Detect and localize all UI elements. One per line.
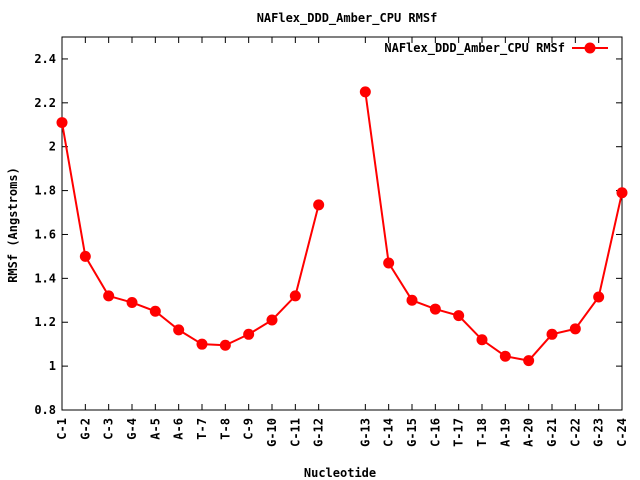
x-tick-label: G-21 (545, 418, 559, 447)
data-point (196, 338, 208, 350)
y-tick-label: 2.2 (34, 96, 56, 110)
legend-marker (584, 42, 596, 54)
x-tick-label: G-15 (405, 418, 419, 447)
x-axis-label: Nucleotide (304, 466, 376, 480)
data-point (126, 296, 138, 308)
data-point (289, 290, 301, 302)
data-point (616, 187, 628, 199)
data-point (499, 350, 511, 362)
x-tick-label: A-19 (498, 418, 512, 447)
y-ticks: 0.8 1 1.2 1.4 1.6 1.8 2 2.2 2.4 (34, 52, 622, 417)
y-tick-label: 0.8 (34, 403, 56, 417)
x-tick-label: C-9 (242, 418, 256, 440)
data-point (593, 291, 605, 303)
x-tick-label: A-6 (172, 418, 186, 440)
y-tick-label: 1.2 (34, 315, 56, 329)
x-tick-label: C-24 (615, 418, 629, 447)
data-point (453, 310, 465, 322)
data-point (569, 323, 581, 335)
y-tick-label: 2 (49, 140, 56, 154)
legend-label: NAFlex_DDD_Amber_CPU RMSf (384, 41, 565, 56)
x-tick-label: G-4 (125, 418, 139, 440)
y-tick-label: 1.4 (34, 271, 56, 285)
data-point (476, 334, 488, 346)
data-point (56, 117, 68, 129)
data-point (546, 328, 558, 340)
data-point (313, 199, 325, 211)
y-tick-label: 1.8 (34, 184, 56, 198)
x-tick-label: A-5 (148, 418, 162, 440)
x-tick-label: C-16 (428, 418, 442, 447)
x-tick-label: G-13 (358, 418, 372, 447)
series-group (56, 86, 628, 367)
x-tick-label: G-2 (78, 418, 92, 440)
y-tick-label: 2.4 (34, 52, 56, 66)
data-point (523, 355, 535, 367)
x-tick-label: C-11 (288, 418, 302, 447)
data-point (359, 86, 371, 98)
plot-frame (61, 36, 623, 411)
x-tick-label: T-18 (475, 418, 489, 447)
x-tick-label: C-3 (102, 418, 116, 440)
data-point (219, 339, 231, 351)
series-line (61, 122, 320, 347)
x-tick-label: G-23 (592, 418, 606, 447)
y-tick-label: 1.6 (34, 227, 56, 241)
series-line (364, 91, 623, 362)
x-tick-label: G-10 (265, 418, 279, 447)
x-tick-label: T-17 (452, 418, 466, 447)
chart-title: NAFlex_DDD_Amber_CPU RMSf (257, 11, 438, 26)
data-point (149, 305, 161, 317)
x-ticks: C-1 G-2 C-3 G-4 A-5 A-6 T-7 T-8 C-9 G-10 C-11 G-12 G… (55, 37, 629, 447)
data-point (429, 303, 441, 315)
x-tick-label: G-12 (312, 418, 326, 447)
x-tick-label: C-1 (55, 418, 69, 440)
x-tick-label: C-22 (568, 418, 582, 447)
data-point (266, 314, 278, 326)
y-axis-label: RMSf (Angstroms) (6, 167, 20, 283)
x-tick-label: C-14 (382, 418, 396, 447)
x-tick-label: T-7 (195, 418, 209, 440)
data-point (383, 257, 395, 269)
data-point (173, 324, 185, 336)
x-tick-label: T-8 (218, 418, 232, 440)
data-point (243, 328, 255, 340)
y-tick-label: 1 (49, 359, 56, 373)
x-tick-label: A-20 (522, 418, 536, 447)
data-point (103, 290, 115, 302)
legend: NAFlex_DDD_Amber_CPU RMSf (384, 41, 608, 56)
data-point (406, 294, 418, 306)
data-point (79, 250, 91, 262)
